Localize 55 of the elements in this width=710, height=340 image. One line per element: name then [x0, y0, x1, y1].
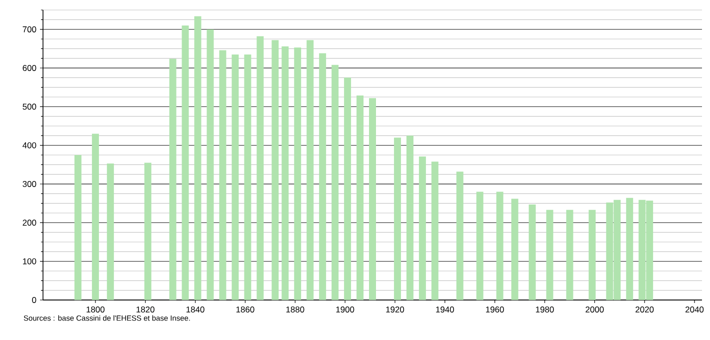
bar [169, 58, 176, 300]
bar [92, 134, 99, 300]
bar [394, 138, 401, 300]
bar [476, 192, 484, 300]
y-tick-label: 500 [22, 104, 36, 110]
bar [344, 78, 352, 300]
bar [546, 210, 554, 300]
bar [74, 155, 82, 300]
bar [418, 156, 426, 300]
bar [282, 46, 289, 300]
bar [206, 29, 214, 300]
bar [294, 48, 302, 300]
x-tick-label: 1940 [436, 306, 454, 312]
bar [588, 210, 596, 300]
bar [106, 164, 114, 300]
x-tick-label: 1860 [236, 306, 254, 312]
bar [369, 98, 376, 300]
bar [528, 204, 536, 300]
bar [194, 16, 202, 300]
x-tick-label: 1820 [136, 306, 154, 312]
bar [626, 198, 634, 300]
bar [431, 162, 438, 300]
bar [256, 36, 264, 300]
x-tick-label: 2020 [636, 306, 654, 312]
bar [306, 40, 314, 300]
bar [332, 64, 339, 300]
y-tick-label: 100 [23, 258, 36, 264]
y-tick-label: 600 [22, 65, 36, 71]
y-tick-label: 700 [22, 26, 36, 32]
x-tick-label: 1900 [336, 306, 354, 312]
bar [511, 198, 518, 300]
bar [356, 95, 364, 300]
bar [456, 172, 464, 300]
bar [406, 136, 414, 300]
bar [244, 54, 252, 300]
bar [319, 53, 326, 300]
x-tick-label: 1880 [286, 306, 304, 312]
bar [182, 25, 189, 300]
bar [272, 40, 279, 300]
bar [144, 162, 152, 300]
x-tick-label: 2040 [686, 306, 704, 312]
bar [496, 192, 504, 300]
y-tick-label: 0 [32, 297, 36, 303]
x-tick-label: 1920 [386, 306, 404, 312]
y-tick-label: 200 [22, 220, 36, 226]
x-tick-label: 2000 [586, 306, 604, 312]
bar [232, 54, 239, 300]
x-tick-label: 1980 [536, 306, 554, 312]
x-tick-label: 1960 [486, 306, 504, 312]
x-tick-label: 1800 [86, 306, 105, 312]
y-tick-label: 400 [22, 142, 36, 148]
x-tick-label: 1840 [186, 306, 204, 312]
y-tick-label: 300 [22, 181, 36, 187]
bar [219, 50, 226, 300]
bar [566, 210, 574, 300]
